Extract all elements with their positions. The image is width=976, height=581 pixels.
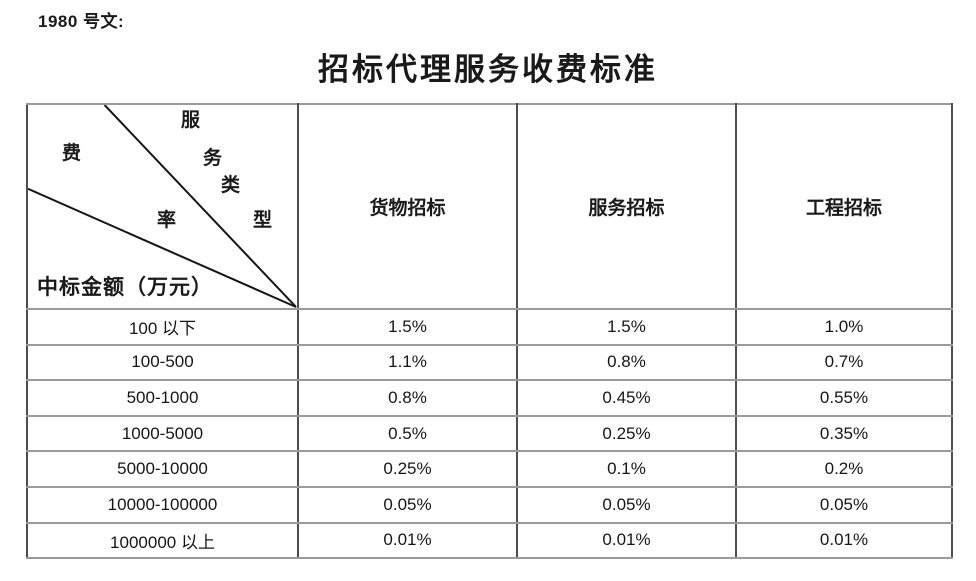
- amount-range-cell: 5000-10000: [26, 450, 299, 488]
- diagonal-divider-svg: [28, 105, 297, 308]
- rate-cell: 0.8%: [516, 343, 737, 382]
- corner-service-char-2: 务: [203, 148, 223, 169]
- rate-cell: 1.1%: [297, 343, 518, 382]
- fee-standard-table: 费 率 服 务 类 型 中标金额（万元） 货物招标 服务招标 工程招标 100 …: [26, 103, 953, 560]
- corner-fee-char-1: 费: [62, 143, 82, 164]
- column-header-services: 服务招标: [516, 103, 737, 310]
- diagonal-line-upper: [103, 105, 297, 308]
- table-row: 500-1000 0.8% 0.45% 0.55%: [26, 379, 953, 417]
- corner-service-char-3: 类: [221, 175, 241, 196]
- diagonal-line-lower: [28, 187, 297, 308]
- column-header-engineering: 工程招标: [735, 103, 953, 310]
- corner-service-char-4: 型: [253, 210, 273, 231]
- corner-service-char-1: 服: [181, 110, 201, 131]
- rate-cell: 0.55%: [735, 379, 953, 417]
- amount-range-cell: 1000000 以上: [26, 521, 299, 560]
- table-row: 1000-5000 0.5% 0.25% 0.35%: [26, 414, 953, 453]
- document-ref-label: 1980 号文:: [38, 12, 125, 31]
- rate-cell: 1.0%: [735, 308, 953, 346]
- rate-cell: 1.5%: [297, 308, 518, 346]
- rate-cell: 0.2%: [735, 450, 953, 488]
- rate-cell: 0.01%: [735, 521, 953, 560]
- row-axis-label: 中标金额（万元）: [37, 275, 213, 299]
- amount-range-cell: 1000-5000: [26, 414, 299, 453]
- table-row: 100 以下 1.5% 1.5% 1.0%: [26, 308, 953, 346]
- rate-cell: 0.25%: [516, 414, 737, 453]
- amount-range-cell: 500-1000: [26, 379, 299, 417]
- rate-cell: 1.5%: [516, 308, 737, 346]
- amount-range-cell: 100-500: [26, 343, 299, 382]
- rate-cell: 0.8%: [297, 379, 518, 417]
- page-title: 招标代理服务收费标准: [318, 52, 658, 87]
- rate-cell: 0.05%: [516, 485, 737, 524]
- rate-cell: 0.01%: [297, 521, 518, 560]
- table-row: 1000000 以上 0.01% 0.01% 0.01%: [26, 521, 953, 560]
- table-row: 5000-10000 0.25% 0.1% 0.2%: [26, 450, 953, 488]
- rate-cell: 0.25%: [297, 450, 518, 488]
- rate-cell: 0.01%: [516, 521, 737, 560]
- rate-cell: 0.1%: [516, 450, 737, 488]
- rate-cell: 0.05%: [297, 485, 518, 524]
- corner-fee-char-2: 率: [157, 210, 177, 231]
- amount-range-cell: 10000-100000: [26, 485, 299, 524]
- amount-range-cell: 100 以下: [26, 308, 299, 346]
- rate-cell: 0.5%: [297, 414, 518, 453]
- rate-cell: 0.45%: [516, 379, 737, 417]
- diagonal-corner-cell: 费 率 服 务 类 型 中标金额（万元）: [26, 103, 299, 310]
- column-header-goods: 货物招标: [297, 103, 518, 310]
- rate-cell: 0.35%: [735, 414, 953, 453]
- rate-cell: 0.05%: [735, 485, 953, 524]
- rate-cell: 0.7%: [735, 343, 953, 382]
- table-header-row: 费 率 服 务 类 型 中标金额（万元） 货物招标 服务招标 工程招标: [26, 103, 953, 310]
- table-row: 100-500 1.1% 0.8% 0.7%: [26, 343, 953, 382]
- table-row: 10000-100000 0.05% 0.05% 0.05%: [26, 485, 953, 524]
